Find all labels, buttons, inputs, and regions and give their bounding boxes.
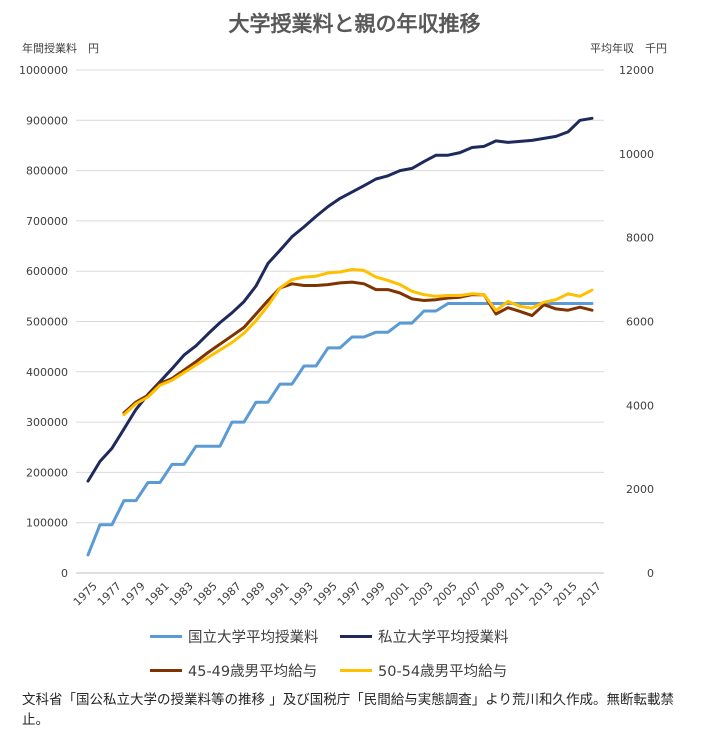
left-axis-tick-label: 600000 <box>26 265 68 278</box>
legend-item-national-tuition: 国立大学平均授業料 <box>150 626 319 647</box>
x-axis-tick-label: 1993 <box>287 580 316 609</box>
x-axis-tick-label: 1999 <box>359 580 388 609</box>
x-axis-tick-label: 1979 <box>119 580 148 609</box>
left-axis-unit-label: 年間授業料 円 <box>22 42 99 55</box>
legend-swatch-salary-50-54 <box>340 669 372 672</box>
gridlines <box>76 69 604 574</box>
series-line-salary-45-49 <box>122 280 594 415</box>
source-note: 文科省「国公私立大学の授業料等の推移 」及び国税庁「民間給与実態調査」より荒川和… <box>22 692 675 728</box>
series-line-national-tuition <box>86 302 594 557</box>
left-axis-tick-label: 200000 <box>26 466 68 479</box>
left-axis-tick-label: 400000 <box>26 366 68 379</box>
x-axis-tick-label: 2015 <box>551 580 580 609</box>
right-axis-ticks: 0 2000 4000 6000 8000 10000 12000 <box>619 64 654 580</box>
x-axis-tick-label: 2007 <box>455 580 484 609</box>
left-axis-tick-label: 100000 <box>26 517 68 530</box>
x-axis-tick-label: 2003 <box>407 580 436 609</box>
legend-swatch-national-tuition <box>150 635 182 638</box>
right-axis-unit-label: 平均年収 千円 <box>590 42 667 55</box>
left-axis-ticks: 0 100000 200000 300000 400000 500000 600000 700… <box>19 64 68 580</box>
legend-label-national-tuition: 国立大学平均授業料 <box>188 630 319 646</box>
right-axis-tick-label: 0 <box>647 567 654 580</box>
x-axis-tick-label: 1977 <box>95 580 124 609</box>
x-axis-tick-label: 1997 <box>335 580 364 609</box>
x-axis-tick-label: 1987 <box>215 580 244 609</box>
legend-swatch-private-tuition <box>340 635 372 638</box>
line-chart: 0100000200000300000400000500000600000700… <box>19 64 654 609</box>
x-axis-tick-label: 2011 <box>503 580 532 609</box>
x-axis-tick-label: 2017 <box>575 580 604 609</box>
x-axis-tick-label: 1995 <box>311 580 340 609</box>
series-line-salary-50-54 <box>122 268 594 417</box>
x-axis-tick-label: 2009 <box>479 580 508 609</box>
x-axis-tick-label: 1983 <box>167 580 196 609</box>
legend-item-salary-50-54: 50-54歳男平均給与 <box>340 660 507 681</box>
x-axis-tick-label: 1985 <box>191 580 220 609</box>
legend-item-private-tuition: 私立大学平均授業料 <box>340 626 509 647</box>
right-axis-tick-label: 12000 <box>619 64 654 77</box>
legend-swatch-salary-45-49 <box>150 669 182 672</box>
legend-label-private-tuition: 私立大学平均授業料 <box>378 630 509 646</box>
right-axis-tick-label: 4000 <box>626 399 654 412</box>
left-axis-tick-label: 800000 <box>26 165 68 178</box>
x-axis-tick-label: 2001 <box>383 580 412 609</box>
left-axis-tick-label: 300000 <box>26 416 68 429</box>
left-axis-tick-label: 1000000 <box>19 64 68 77</box>
left-axis-tick-label: 0 <box>61 567 68 580</box>
right-axis-tick-label: 10000 <box>619 148 654 161</box>
series-line-private-tuition <box>86 116 594 483</box>
series-lines <box>86 116 594 557</box>
x-axis-tick-label: 2005 <box>431 580 460 609</box>
x-axis-tick-label: 1991 <box>263 580 292 609</box>
left-axis-tick-label: 700000 <box>26 215 68 228</box>
x-axis-tick-label: 1989 <box>239 580 268 609</box>
x-axis-tick-label: 2013 <box>527 580 556 609</box>
x-axis-tick-label: 1981 <box>143 580 172 609</box>
right-axis-tick-label: 2000 <box>626 483 654 496</box>
left-axis-tick-label: 500000 <box>26 316 68 329</box>
legend-label-salary-50-54: 50-54歳男平均給与 <box>378 664 508 680</box>
legend-item-salary-45-49: 45-49歳男平均給与 <box>150 660 317 681</box>
left-axis-tick-label: 900000 <box>26 114 68 127</box>
x-axis-tick-label: 1975 <box>71 580 100 609</box>
chart-title: 大学授業料と親の年収推移 <box>228 12 481 36</box>
legend-label-salary-45-49: 45-49歳男平均給与 <box>188 664 318 680</box>
right-axis-tick-label: 8000 <box>626 232 654 245</box>
right-axis-tick-label: 6000 <box>626 316 654 329</box>
x-axis-ticks: 1975197719791981198319851987198919911993… <box>71 580 604 609</box>
